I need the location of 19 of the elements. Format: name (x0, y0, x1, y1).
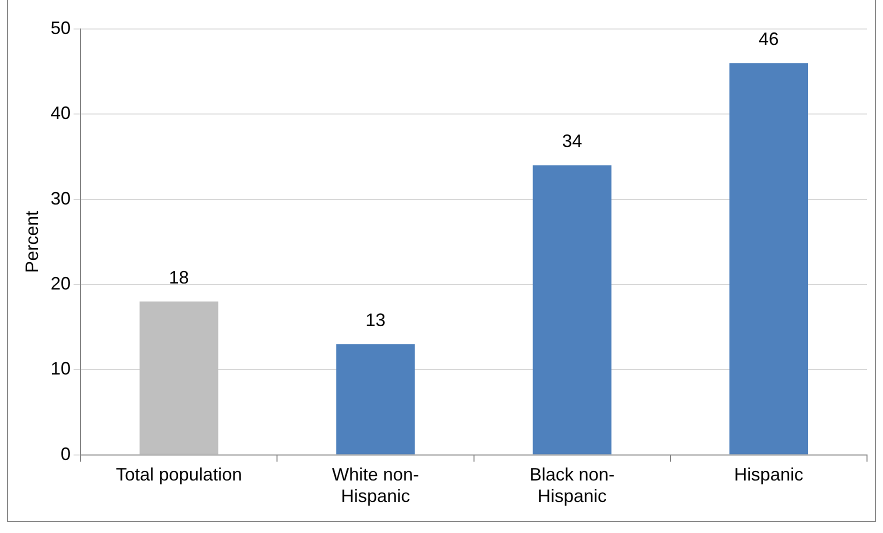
y-tick-label: 20 (50, 273, 71, 294)
x-tick-label: Total population (116, 464, 242, 485)
data-label: 13 (366, 310, 386, 330)
y-tick-label: 0 (60, 444, 71, 464)
bar (336, 344, 415, 454)
bar (140, 302, 218, 454)
y-tick-label: 40 (50, 103, 71, 124)
y-axis-title: Percent (22, 210, 42, 273)
bar (532, 165, 612, 454)
y-tick-label: 10 (50, 358, 71, 379)
data-label: 34 (562, 131, 582, 152)
x-tick-label: Hispanic (734, 464, 804, 485)
x-tick-label: Black non-Hispanic (530, 464, 615, 506)
y-tick-label: 30 (50, 188, 71, 208)
data-label: 46 (758, 29, 779, 50)
data-label: 18 (168, 267, 189, 288)
y-tick-label: 50 (50, 18, 71, 38)
bar (729, 63, 808, 454)
x-tick-label: White non-Hispanic (332, 464, 420, 506)
